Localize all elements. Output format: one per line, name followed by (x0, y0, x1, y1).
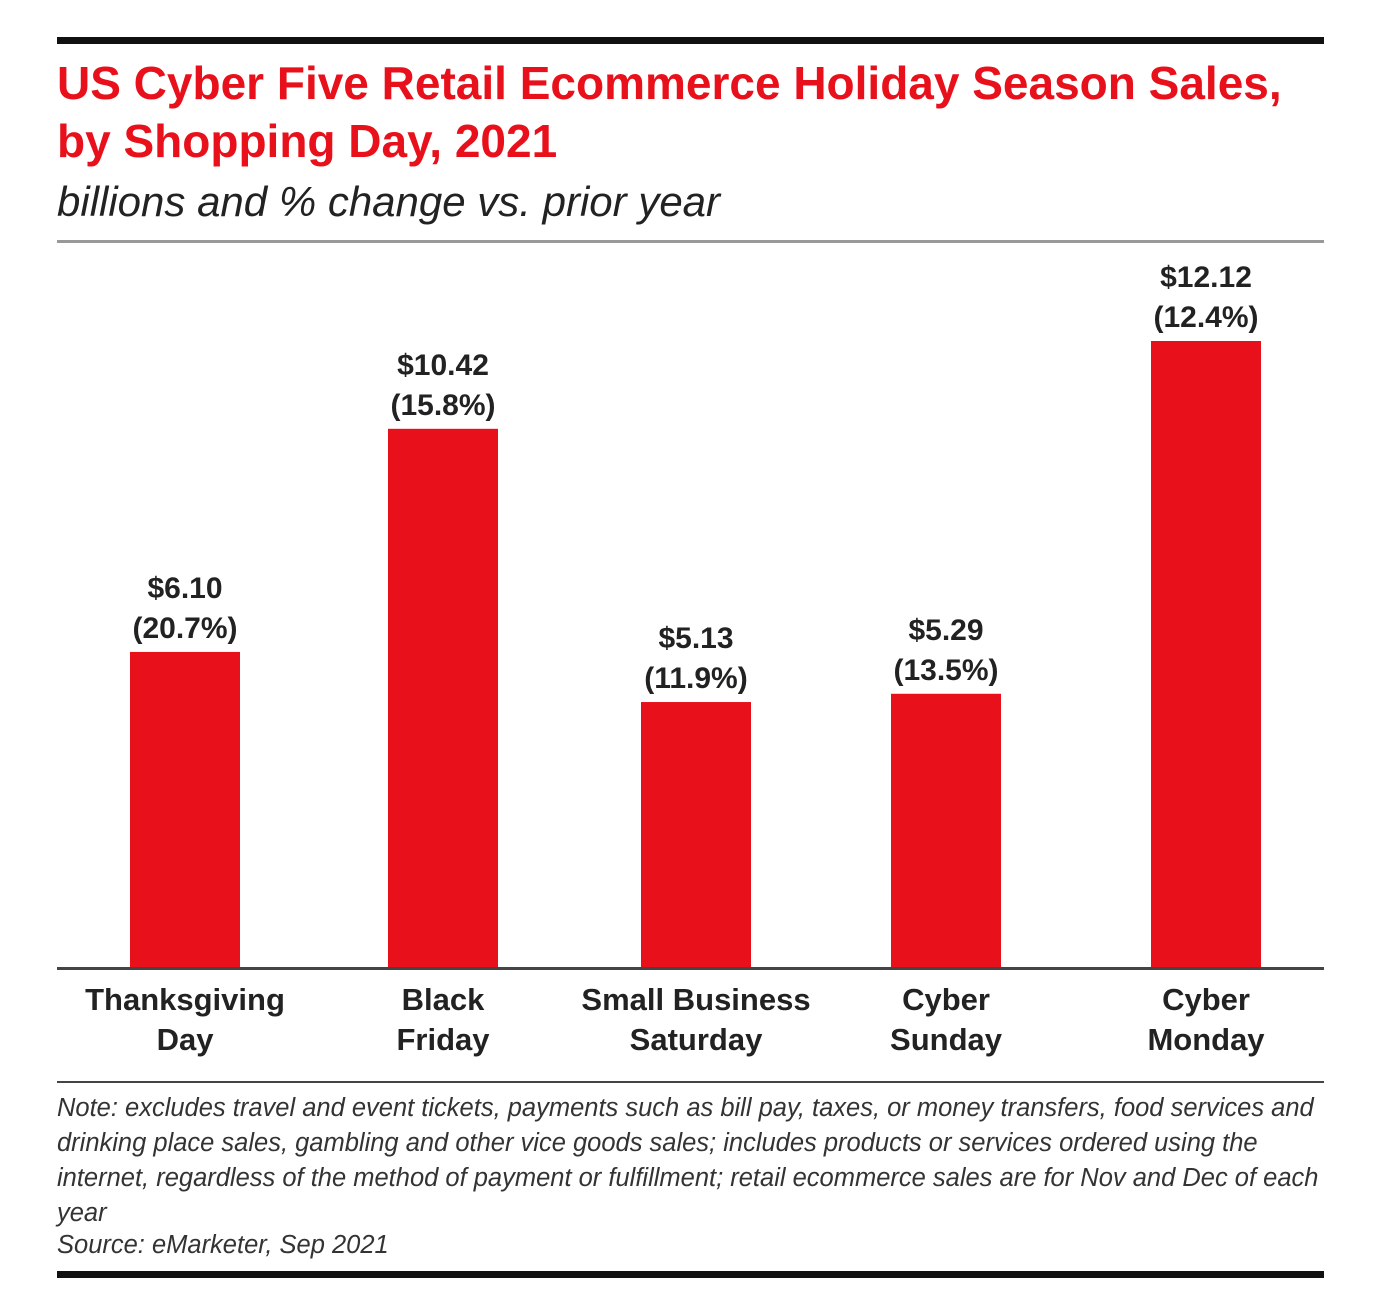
chart-subtitle: billions and % change vs. prior year (57, 178, 721, 225)
bar (1151, 341, 1261, 967)
value-label: $5.29 (908, 613, 984, 647)
value-label: $12.12 (1160, 261, 1252, 294)
bar (130, 651, 240, 967)
bar (388, 428, 498, 967)
bar (641, 702, 751, 967)
change-label: (20.7%) (132, 611, 238, 645)
bar (891, 693, 1001, 967)
top-rule (57, 37, 1324, 44)
x-tick-label: Cyber Monday (1147, 982, 1265, 1057)
value-label: $6.10 (147, 571, 223, 605)
value-label: $10.42 (397, 348, 489, 382)
baseline (57, 967, 1324, 970)
change-label: (15.8%) (390, 388, 496, 422)
x-tick-label: Thanksgiving Day (85, 982, 285, 1057)
value-label: $5.13 (658, 622, 734, 656)
change-label: (12.4%) (1153, 301, 1259, 334)
note-rule (57, 1081, 1324, 1083)
note: Note: excludes travel and event tickets,… (57, 1094, 1319, 1227)
chart-title: US Cyber Five Retail Ecommerce Holiday S… (57, 57, 1282, 167)
source: Source: eMarketer, Sep 2021 (57, 1231, 389, 1259)
change-label: (11.9%) (644, 662, 748, 696)
x-tick-label: Small Business Saturday (581, 982, 811, 1057)
bottom-rule (57, 1271, 1324, 1278)
subtitle-rule (57, 240, 1324, 243)
x-tick-label: Black Friday (396, 982, 490, 1057)
change-label: (13.5%) (893, 653, 999, 687)
x-tick-label: Cyber Sunday (890, 982, 1002, 1057)
